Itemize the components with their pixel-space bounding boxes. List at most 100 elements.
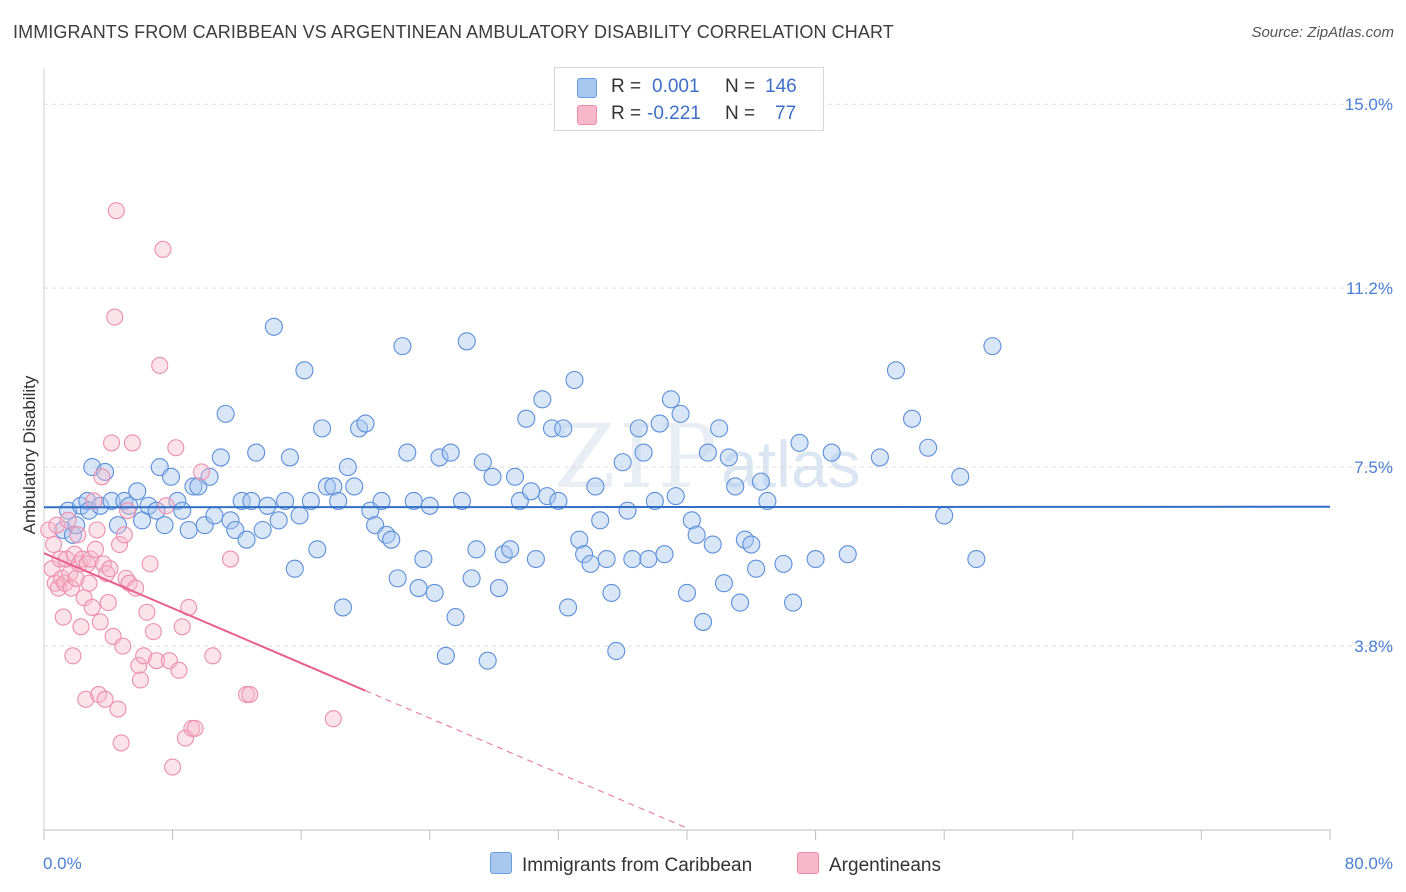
caribbean-point — [216, 404, 235, 423]
argentineans-point — [62, 579, 80, 597]
caribbean-point — [324, 477, 343, 496]
caribbean-point — [581, 554, 600, 573]
caribbean-point — [333, 598, 353, 617]
argentineans-point — [88, 521, 106, 539]
caribbean-point — [247, 443, 266, 462]
legend-r-value: -0.221 — [647, 103, 701, 124]
bottom-legend-swatch-pink — [797, 852, 819, 874]
caribbean-point — [295, 361, 314, 380]
argentineans-point — [144, 623, 162, 641]
argentineans-point — [59, 511, 77, 529]
caribbean-point — [967, 549, 986, 569]
argentineans-point — [69, 526, 87, 544]
argentineans-point — [204, 647, 222, 665]
y-tick-label: 15.0% — [1345, 95, 1393, 114]
y-tick-label: 3.8% — [1354, 637, 1393, 656]
caribbean-point — [489, 579, 508, 598]
argentineans-point — [192, 463, 211, 481]
caribbean-point — [650, 414, 669, 433]
caribbean-point — [388, 569, 407, 588]
caribbean-point — [634, 443, 653, 462]
caribbean-point — [473, 453, 492, 472]
caribbean-point — [935, 506, 954, 525]
caribbean-point — [774, 554, 793, 573]
caribbean-point — [694, 612, 713, 631]
caribbean-point — [184, 477, 203, 496]
caribbean-point — [682, 511, 701, 530]
caribbean-point — [436, 646, 455, 665]
caribbean-point — [730, 593, 750, 612]
caribbean-point — [538, 487, 557, 506]
legend-r-value: 0.001 — [652, 76, 700, 97]
caribbean-point — [462, 569, 481, 588]
caribbean-point — [102, 491, 121, 511]
caribbean-point — [522, 482, 541, 501]
argentineans-point — [85, 492, 103, 510]
caribbean-point — [687, 525, 706, 544]
argentineans-point — [241, 685, 259, 704]
argentineans-point — [107, 202, 125, 220]
argentineans-point — [164, 758, 182, 776]
argentineans-point — [135, 647, 153, 665]
caribbean-point — [457, 332, 476, 351]
caribbean-point — [886, 361, 906, 380]
caribbean-point — [345, 477, 364, 496]
y-tick-label: 7.5% — [1354, 458, 1393, 477]
argentineans-point — [115, 526, 133, 544]
argentineans-point — [167, 439, 185, 457]
legend-r-label: R = — [611, 76, 642, 97]
caribbean-point — [372, 491, 391, 511]
argentineans-point — [64, 647, 82, 665]
caribbean-point — [623, 549, 642, 569]
caribbean-point — [382, 530, 401, 549]
caribbean-point — [232, 491, 251, 511]
caribbean-point — [205, 506, 224, 525]
caribbean-point — [168, 491, 187, 511]
watermark-sub: atlas — [721, 427, 861, 501]
caribbean-point — [838, 545, 857, 564]
caribbean-point — [420, 496, 439, 515]
caribbean-point — [483, 467, 502, 486]
caribbean-point — [726, 477, 745, 496]
caribbean-point — [790, 433, 809, 452]
caribbean-point — [698, 443, 717, 462]
argentineans-point — [80, 574, 98, 592]
caribbean-point — [478, 651, 497, 670]
argentineans-point — [173, 618, 191, 636]
legend-n-value: 77 — [775, 103, 797, 124]
series-caribbean-points — [54, 317, 1002, 670]
argentineans-trend-extension — [365, 690, 688, 829]
caribbean-point — [200, 467, 219, 486]
argentineans-point — [154, 240, 172, 258]
caribbean-point — [703, 535, 722, 554]
caribbean-point — [586, 477, 605, 496]
caribbean-point — [533, 390, 552, 409]
x-tick-label: 80.0% — [1345, 854, 1393, 873]
caribbean-point — [645, 491, 664, 511]
caribbean-point — [441, 443, 460, 462]
caribbean-point — [666, 487, 685, 506]
correlation-legend: R = 0.001 N = 146 R = -0.221 N = 77 — [554, 67, 824, 131]
legend-swatch-blue — [577, 78, 597, 98]
argentineans-point — [99, 594, 117, 612]
caribbean-point — [751, 472, 770, 491]
caribbean-point — [128, 482, 147, 501]
caribbean-point — [806, 549, 825, 569]
argentineans-point — [67, 569, 85, 587]
argentineans-point — [45, 535, 63, 554]
x-tick-label: 0.0% — [43, 854, 82, 873]
argentineans-point — [101, 560, 119, 578]
caribbean-point — [221, 511, 240, 530]
caribbean-point — [565, 370, 584, 390]
bottom-legend-argentineans: Argentineans — [797, 852, 941, 877]
caribbean-point — [253, 520, 272, 540]
caribbean-point — [677, 583, 697, 602]
caribbean-point — [505, 467, 525, 486]
source-credit: Source: ZipAtlas.com — [1251, 24, 1394, 41]
argentineans-point — [77, 690, 95, 708]
tick-labels: 3.8% 7.5% 11.2% 15.0% 0.0% 80.0% — [43, 95, 1393, 873]
y-axis-label: Ambulatory Disability — [20, 375, 39, 534]
legend-r-label: R = — [611, 103, 642, 124]
caribbean-point — [719, 448, 738, 467]
